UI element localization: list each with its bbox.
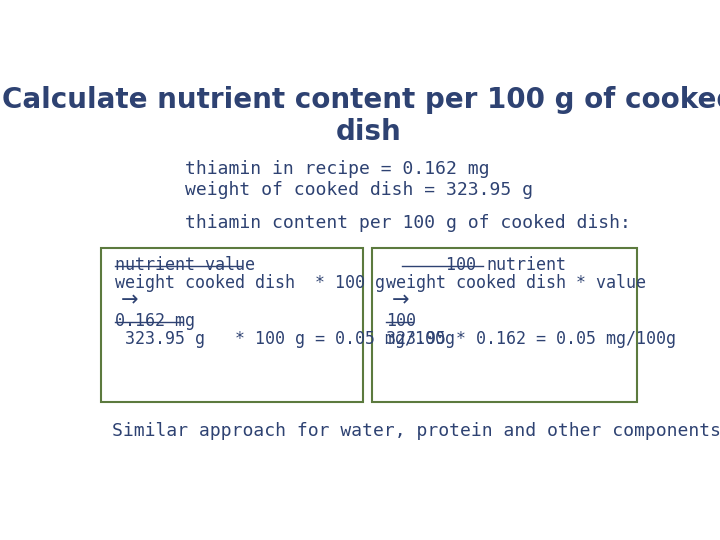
Text: →: → xyxy=(392,290,409,310)
Text: weight of cooked dish = 323.95 g: weight of cooked dish = 323.95 g xyxy=(185,181,533,199)
Text: 323.95 g   * 100 g = 0.05 mg/100g: 323.95 g * 100 g = 0.05 mg/100g xyxy=(115,329,455,348)
Bar xyxy=(372,248,637,402)
Text: weight cooked dish  * 100 g: weight cooked dish * 100 g xyxy=(115,274,385,292)
Text: Similar approach for water, protein and other components: Similar approach for water, protein and … xyxy=(112,422,720,441)
Text: nutrient: nutrient xyxy=(486,256,566,274)
Text: 323.95 * 0.162 = 0.05 mg/100g: 323.95 * 0.162 = 0.05 mg/100g xyxy=(386,329,676,348)
Bar xyxy=(101,248,364,402)
Text: →: → xyxy=(121,290,138,310)
Text: thiamin in recipe = 0.162 mg: thiamin in recipe = 0.162 mg xyxy=(185,160,490,178)
Text: thiamin content per 100 g of cooked dish:: thiamin content per 100 g of cooked dish… xyxy=(185,214,631,233)
Text: Calculate nutrient content per 100 g of cooked
dish: Calculate nutrient content per 100 g of … xyxy=(2,85,720,146)
Text: weight cooked dish * value: weight cooked dish * value xyxy=(386,274,646,292)
Text: 100: 100 xyxy=(386,312,415,330)
Text: nutrient value: nutrient value xyxy=(115,256,255,274)
Text: 0.162 mg: 0.162 mg xyxy=(115,312,195,330)
Text: 100: 100 xyxy=(386,256,536,274)
